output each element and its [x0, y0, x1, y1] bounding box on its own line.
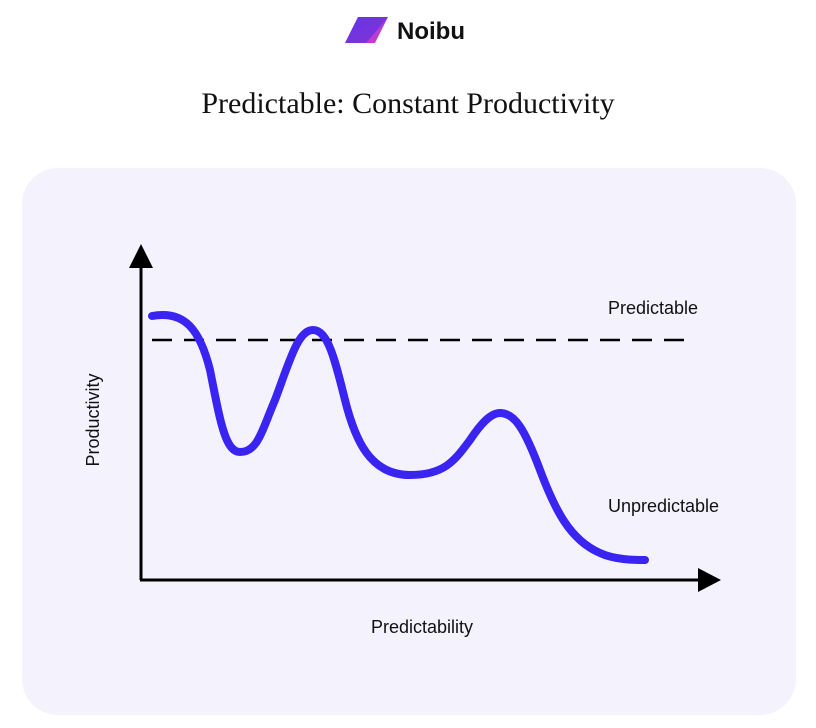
- upper-label: Predictable: [608, 298, 698, 318]
- x-arrow: [698, 568, 721, 592]
- y-arrow: [129, 244, 153, 268]
- y-axis-label: Productivity: [83, 373, 103, 466]
- x-axis-label: Predictability: [371, 617, 473, 637]
- productivity-curve: [148, 310, 649, 564]
- lower-label: Unpredictable: [608, 496, 719, 516]
- logo-icon-shade: [345, 17, 388, 43]
- title: Predictable: Constant Productivity: [201, 87, 614, 120]
- brand: Noibu: [397, 18, 465, 45]
- card: [22, 168, 796, 715]
- logo: Noibu: [345, 17, 465, 45]
